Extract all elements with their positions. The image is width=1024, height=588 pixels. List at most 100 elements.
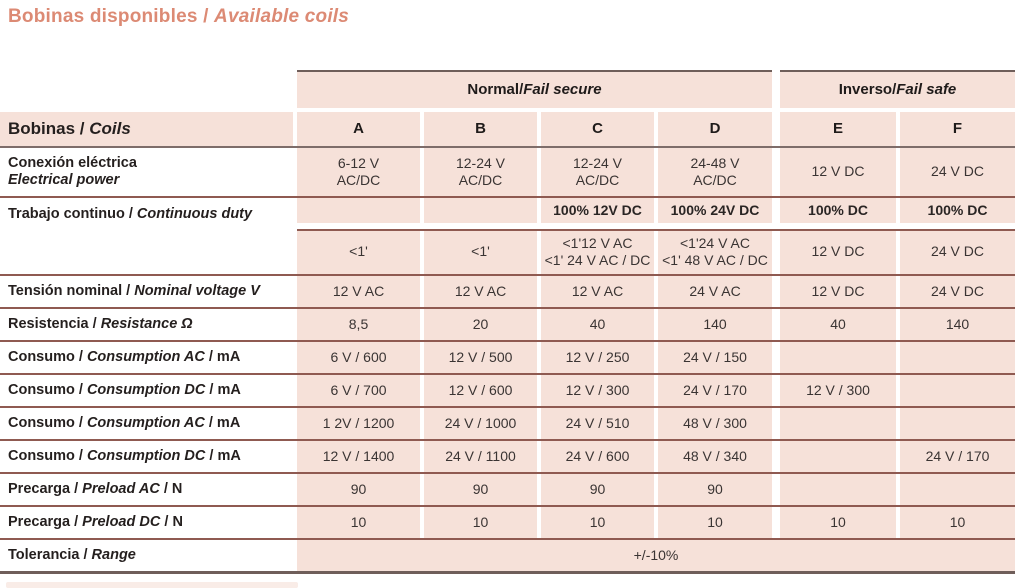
- cell-trabajo2-c: <1'12 V AC <1' 24 V AC / DC: [541, 230, 654, 274]
- row-consumption-dc-2: Consumo / Consumption DC / mA 12 V / 140…: [0, 441, 1015, 474]
- label-en: Nominal voltage V: [134, 283, 260, 300]
- row-label-consumption-ac-1: Consumo / Consumption AC / mA: [0, 342, 293, 373]
- cell-conexion-e: 12 V DC: [780, 148, 896, 196]
- group-header-inverso: Inverso / Fail safe: [780, 70, 1015, 108]
- row-label-tolerance: Tolerancia / Range: [0, 540, 293, 571]
- label-separator: /: [74, 415, 87, 432]
- cell-resistencia-f: 140: [900, 309, 1015, 340]
- group-inverso-separator: /: [892, 80, 897, 98]
- cell-trabajo1-c: 100% 12V DC: [541, 198, 654, 223]
- label-es: Consumo: [8, 448, 75, 465]
- corner-separator: /: [75, 119, 90, 139]
- cell-consumo-dc2-d: 48 V / 340: [658, 441, 772, 472]
- label-separator: /: [122, 283, 135, 300]
- row-tolerance: Tolerancia / Range +/-10%: [0, 540, 1015, 574]
- cell-consumo-dc1-a: 6 V / 700: [297, 375, 420, 406]
- continuous-duty-subrow-divider: [297, 229, 1015, 231]
- cell-consumo-dc2-e: [780, 441, 896, 472]
- cell-tension-f: 24 V DC: [900, 276, 1015, 307]
- cell-trabajo1-b: [424, 198, 537, 223]
- row-label-resistance: Resistencia / Resistance Ω: [0, 309, 293, 340]
- label-es: Tolerancia: [8, 547, 80, 564]
- cell-consumo-ac1-c: 12 V / 250: [541, 342, 654, 373]
- cell-precarga-dc-f: 10: [900, 507, 1015, 538]
- label-es: Resistencia: [8, 316, 89, 333]
- label-en: Continuous duty: [136, 205, 253, 222]
- row-nominal-voltage: Tensión nominal / Nominal voltage V 12 V…: [0, 276, 1015, 309]
- label-en: Consumption DC: [86, 382, 206, 399]
- cell-precarga-ac-b: 90: [424, 474, 537, 505]
- cell-consumo-ac2-b: 24 V / 1000: [424, 408, 537, 439]
- label-unit: mA: [217, 448, 241, 465]
- row-preload-dc: Precarga / Preload DC / N 10 10 10 10 10…: [0, 507, 1015, 540]
- cell-conexion-f: 24 V DC: [900, 148, 1015, 196]
- group-inverso-en: Fail safe: [896, 80, 957, 98]
- row-label-consumption-dc-1: Consumo / Consumption DC / mA: [0, 375, 293, 406]
- label-separator-2: /: [205, 382, 218, 399]
- cell-consumo-ac2-e: [780, 408, 896, 439]
- label-en: Consumption DC: [86, 448, 206, 465]
- cell-consumo-ac2-c: 24 V / 510: [541, 408, 654, 439]
- corner-es: Bobinas: [8, 119, 76, 139]
- title-en: Available coils: [214, 6, 350, 27]
- continuous-duty-subrow-1: Trabajo continuo / Continuous duty 100% …: [0, 198, 1015, 230]
- cell-trabajo2-f: 24 V DC: [900, 230, 1015, 274]
- table-column-header-row: Bobinas / Coils A B C D E F: [0, 112, 1015, 146]
- cell-precarga-dc-c: 10: [541, 507, 654, 538]
- cell-tension-b: 12 V AC: [424, 276, 537, 307]
- label-en: Consumption AC: [86, 415, 205, 432]
- row-resistance: Resistencia / Resistance Ω 8,5 20 40 140…: [0, 309, 1015, 342]
- cell-trabajo2-e: 12 V DC: [780, 230, 896, 274]
- cell-precarga-ac-d: 90: [658, 474, 772, 505]
- cell-conexion-b: 12-24 V AC/DC: [424, 148, 537, 196]
- column-header-b: B: [424, 112, 537, 146]
- cell-consumo-dc1-b: 12 V / 600: [424, 375, 537, 406]
- cell-precarga-dc-d: 10: [658, 507, 772, 538]
- cell-consumo-dc1-f: [900, 375, 1015, 406]
- cell-trabajo1-f: 100% DC: [900, 198, 1015, 223]
- column-header-d: D: [658, 112, 772, 146]
- cell-consumo-dc2-b: 24 V / 1100: [424, 441, 537, 472]
- cell-resistencia-d: 140: [658, 309, 772, 340]
- cell-trabajo1-a: [297, 198, 420, 223]
- cell-conexion-a: 6-12 V AC/DC: [297, 148, 420, 196]
- column-header-a: A: [297, 112, 420, 146]
- cell-trabajo1-e: 100% DC: [780, 198, 896, 223]
- label-es: Precarga: [8, 514, 71, 531]
- cell-consumo-ac2-d: 48 V / 300: [658, 408, 772, 439]
- label-es: Conexión eléctrica: [8, 155, 137, 172]
- cell-conexion-c: 12-24 V AC/DC: [541, 148, 654, 196]
- row-consumption-ac-2: Consumo / Consumption AC / mA 1 2V / 120…: [0, 408, 1015, 441]
- cell-consumo-ac1-e: [780, 342, 896, 373]
- cell-tension-e: 12 V DC: [780, 276, 896, 307]
- label-separator-2: /: [159, 481, 172, 498]
- cell-consumo-ac1-b: 12 V / 500: [424, 342, 537, 373]
- cell-consumo-ac1-d: 24 V / 150: [658, 342, 772, 373]
- label-separator-2: /: [205, 448, 218, 465]
- label-es: Precarga: [8, 481, 71, 498]
- next-row-stub: [6, 582, 298, 588]
- cell-tension-a: 12 V AC: [297, 276, 420, 307]
- cell-consumo-dc1-e: 12 V / 300: [780, 375, 896, 406]
- continuous-duty-subrow-2: <1' <1' <1'12 V AC <1' 24 V AC / DC <1'2…: [0, 230, 1015, 274]
- coils-table: Normal / Fail secure Inverso / Fail safe…: [0, 70, 1015, 574]
- label-separator-2: /: [160, 514, 173, 531]
- label-es: Tensión nominal: [8, 283, 123, 300]
- cell-consumo-dc2-c: 24 V / 600: [541, 441, 654, 472]
- label-separator: /: [74, 448, 87, 465]
- cell-resistencia-e: 40: [780, 309, 896, 340]
- group-normal-en: Fail secure: [523, 80, 602, 98]
- cell-tension-d: 24 V AC: [658, 276, 772, 307]
- label-separator: /: [124, 205, 137, 222]
- label-separator: /: [74, 382, 87, 399]
- cell-resistencia-a: 8,5: [297, 309, 420, 340]
- cell-precarga-ac-a: 90: [297, 474, 420, 505]
- corner-en: Coils: [89, 119, 131, 139]
- cell-precarga-dc-a: 10: [297, 507, 420, 538]
- row-label-electrical-power: Conexión eléctrica Electrical power: [0, 148, 293, 196]
- row-electrical-power: Conexión eléctrica Electrical power 6-12…: [0, 148, 1015, 198]
- cell-consumo-dc2-a: 12 V / 1400: [297, 441, 420, 472]
- label-en: Preload DC: [82, 514, 161, 531]
- cell-trabajo1-d: 100% 24V DC: [658, 198, 772, 223]
